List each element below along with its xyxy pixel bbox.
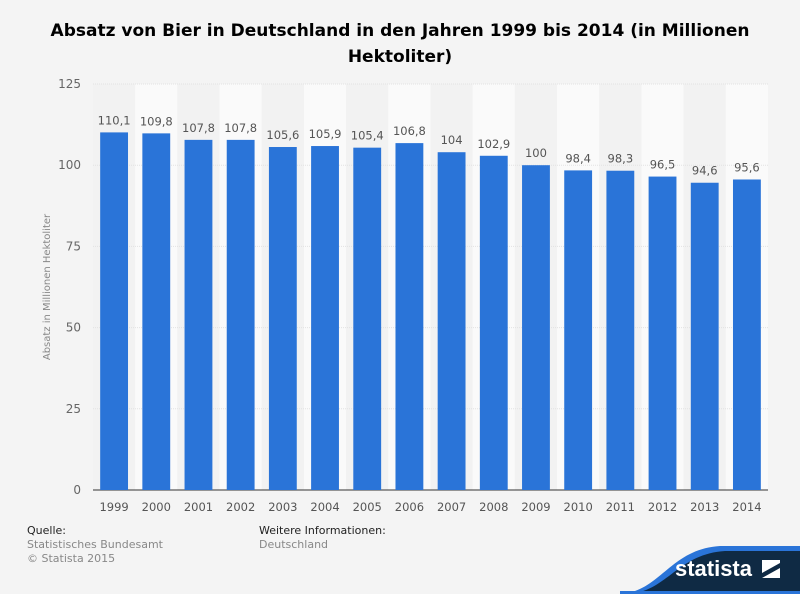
statista-logo-shape: [620, 546, 800, 594]
x-tick-label: 2001: [184, 500, 213, 514]
x-tick-label: 2003: [268, 500, 297, 514]
y-tick-label: 125: [58, 77, 81, 91]
info-text: Deutschland: [259, 538, 329, 551]
data-label: 105,6: [266, 128, 299, 142]
bar: [268, 147, 297, 490]
x-tick-label: 2000: [142, 500, 171, 514]
x-tick-label: 2014: [732, 500, 761, 514]
bar: [690, 182, 719, 490]
data-label: 95,6: [734, 160, 760, 174]
x-tick-label: 2011: [606, 500, 635, 514]
source-block: Quelle: Statistisches Bundesamt © Statis…: [27, 524, 163, 566]
x-tick-label: 2006: [395, 500, 424, 514]
y-tick-label: 75: [66, 239, 81, 253]
x-tick-label: 2013: [690, 500, 719, 514]
info-label: Weitere Informationen:: [259, 524, 386, 537]
bar: [522, 165, 550, 490]
bar: [479, 155, 508, 490]
bar: [606, 170, 635, 490]
y-axis-label: Absatz in Millionen Hektoliter: [42, 213, 53, 360]
source-label: Quelle:: [27, 524, 66, 537]
info-block: Weitere Informationen: Deutschland: [259, 524, 386, 552]
y-tick-label: 25: [66, 402, 81, 416]
x-tick-label: 2008: [479, 500, 508, 514]
bar: [648, 176, 677, 490]
data-label: 105,9: [309, 127, 342, 141]
data-label: 110,1: [98, 113, 131, 127]
data-label: 107,8: [224, 121, 257, 135]
source-text: Statistisches Bundesamt: [27, 538, 163, 551]
bar: [226, 139, 255, 490]
data-label: 102,9: [477, 137, 510, 151]
bar: [732, 179, 761, 490]
y-tick-label: 50: [66, 321, 81, 335]
bar: [395, 143, 424, 491]
x-tick-label: 2004: [310, 500, 339, 514]
y-tick-label: 100: [58, 158, 81, 172]
bar: [100, 132, 129, 490]
data-label: 104: [441, 133, 463, 147]
data-label: 109,8: [140, 114, 173, 128]
data-label: 98,3: [608, 152, 634, 166]
x-tick-label: 2010: [564, 500, 593, 514]
x-tick-label: 1999: [99, 500, 128, 514]
x-tick-label: 2002: [226, 500, 255, 514]
bar: [564, 170, 593, 491]
data-label: 98,4: [565, 151, 591, 165]
x-tick-label: 2007: [437, 500, 466, 514]
bar-chart: 0 25 50 75 100 125 110,1 1999 109,8 2000 107,8 2001…: [42, 77, 768, 514]
x-tick-label: 2009: [521, 500, 550, 514]
bar: [437, 152, 466, 490]
x-tick-label: 2012: [648, 500, 677, 514]
data-label: 106,8: [393, 124, 426, 138]
statista-logo: statista: [674, 556, 752, 581]
data-label: 100: [525, 146, 547, 160]
copyright-text: © Statista 2015: [27, 552, 116, 565]
statista-logo-icon: [762, 560, 780, 578]
data-label: 96,5: [650, 158, 676, 172]
bar: [184, 139, 213, 490]
x-tick-label: 2005: [353, 500, 382, 514]
bar: [311, 146, 339, 490]
bar: [353, 147, 382, 490]
data-label: 105,4: [351, 129, 384, 143]
data-label: 107,8: [182, 121, 215, 135]
data-label: 94,6: [692, 164, 718, 178]
chart-title: Absatz von Bier in Deutschland in den Ja…: [50, 21, 750, 67]
y-tick-label: 0: [73, 483, 81, 497]
bar: [142, 133, 171, 490]
